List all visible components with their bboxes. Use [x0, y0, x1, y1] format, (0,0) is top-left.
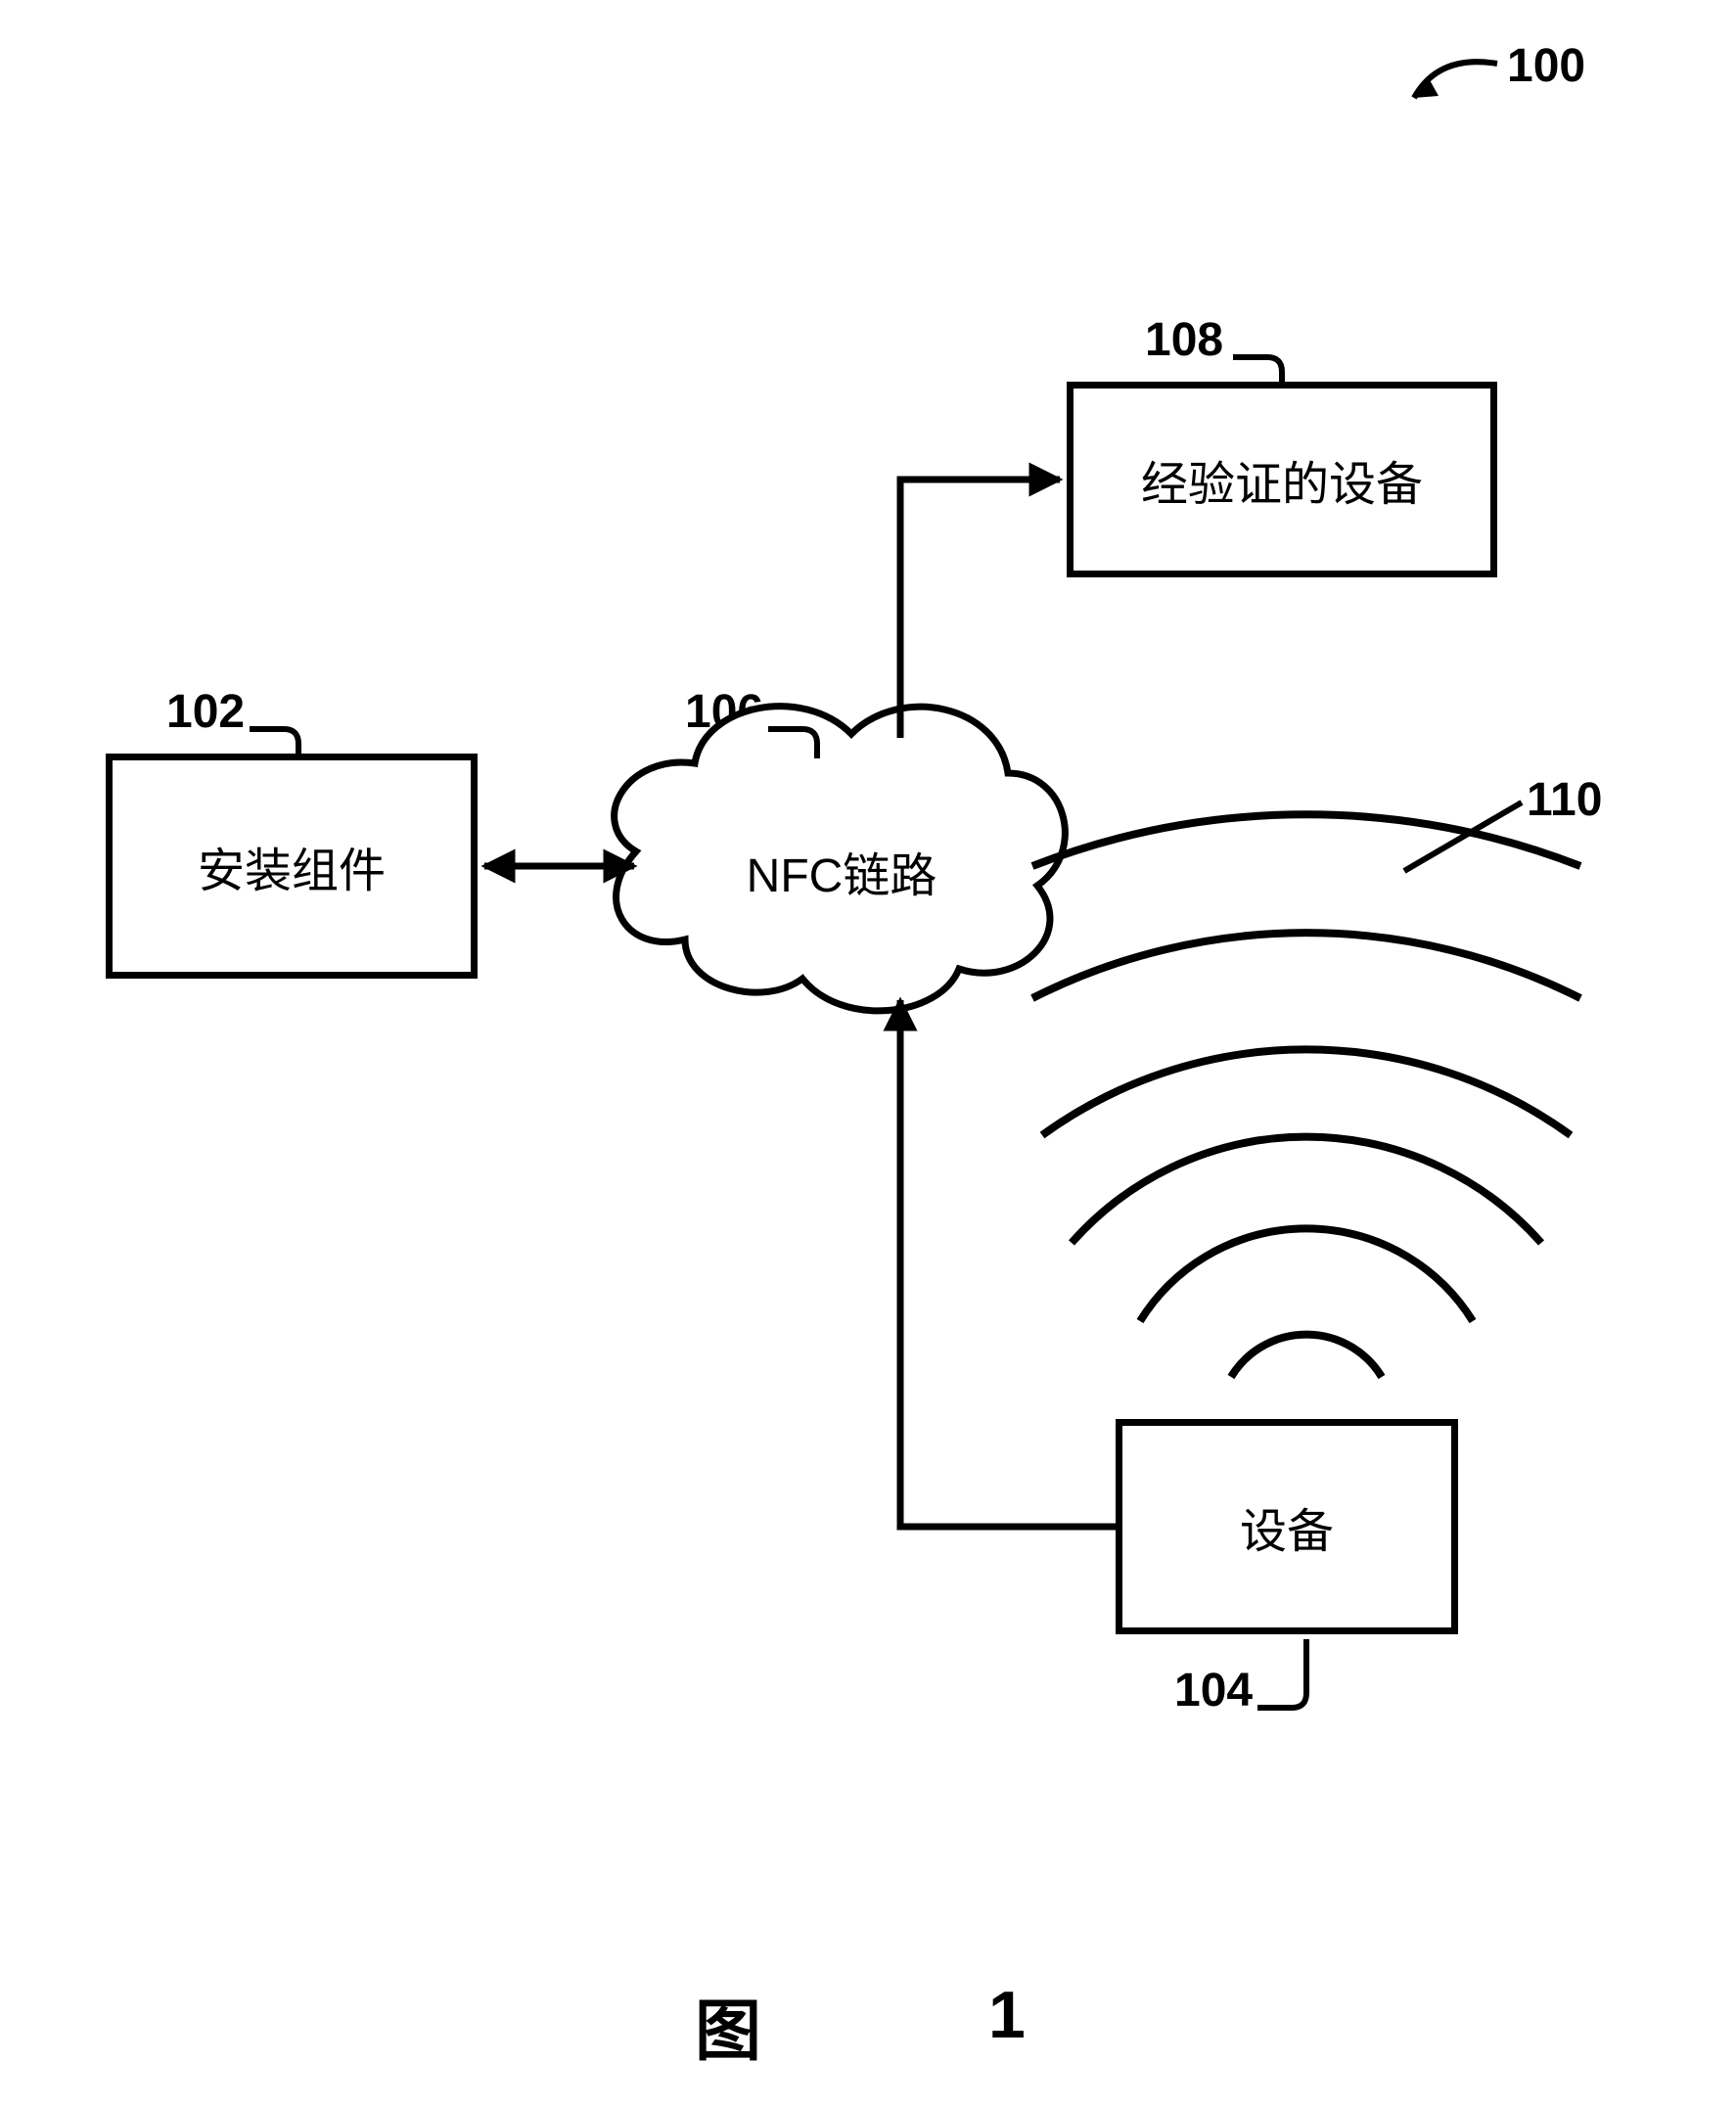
figure-caption-number: 1 — [988, 1977, 1026, 2053]
node-authdev-label: 经验证的设备 — [1141, 445, 1423, 514]
figure-caption-prefix: 图 — [695, 1977, 761, 2074]
svg-overlay — [0, 0, 1736, 2106]
node-nfc-label: NFC链路 — [724, 837, 959, 905]
ref-106: 106 — [685, 685, 763, 739]
figure-canvas: 安装组件 经验证的设备 设备 100 102 106 108 104 110 图… — [0, 0, 1736, 2106]
wireless-arcs — [1032, 814, 1580, 1377]
pointer-100 — [1414, 62, 1497, 98]
node-authenticated-device: 经验证的设备 — [1067, 382, 1497, 577]
ref-104: 104 — [1174, 1664, 1253, 1717]
node-install-label: 安装组件 — [198, 832, 386, 900]
node-install-component: 安装组件 — [106, 754, 478, 979]
ref-100: 100 — [1507, 39, 1585, 93]
connector-nfc-authdev — [900, 480, 1060, 738]
ref-102: 102 — [166, 685, 245, 739]
connector-device-nfc — [900, 1000, 1116, 1527]
ref-108: 108 — [1145, 313, 1223, 367]
node-device-label: 设备 — [1240, 1492, 1334, 1561]
pointer-100-head — [1414, 78, 1439, 98]
node-device: 设备 — [1116, 1419, 1458, 1634]
ref-110: 110 — [1527, 773, 1602, 827]
